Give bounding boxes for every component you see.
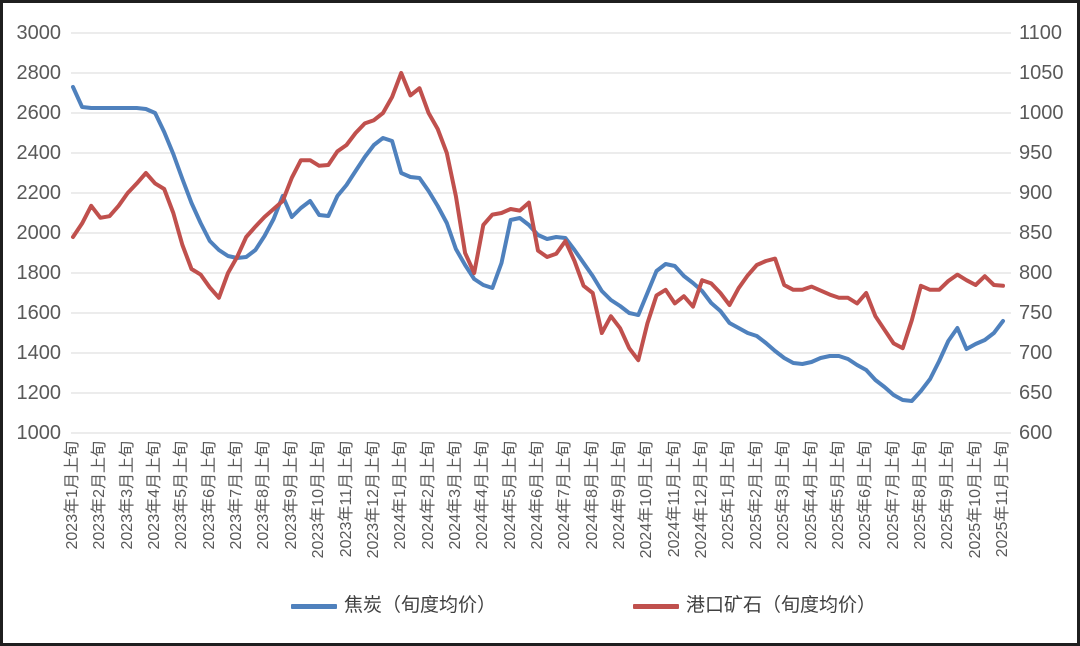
left-axis-tick-label: 1000 xyxy=(16,422,62,444)
x-axis-tick-label: 2024年12月上旬 xyxy=(693,441,711,559)
x-axis-tick-label: 2025年7月上旬 xyxy=(884,441,902,550)
x-axis-tick-label: 2024年4月上旬 xyxy=(474,441,492,550)
x-axis-tick-label: 2025年1月上旬 xyxy=(720,441,738,550)
x-axis-tick-label: 2023年5月上旬 xyxy=(173,441,191,550)
right-axis-tick-label: 850 xyxy=(1019,222,1053,244)
legend-label-port-ore: 港口矿石（旬度均价） xyxy=(686,595,877,616)
right-axis-tick-label: 650 xyxy=(1019,382,1053,404)
x-axis-tick-label: 2024年7月上旬 xyxy=(556,441,574,550)
right-axis-tick-label: 950 xyxy=(1019,142,1053,164)
x-axis-tick-label: 2024年2月上旬 xyxy=(419,441,437,550)
x-axis-tick-label: 2023年10月上旬 xyxy=(310,441,328,559)
x-axis-tick-label: 2024年10月上旬 xyxy=(638,441,656,559)
x-axis-tick-label: 2025年2月上旬 xyxy=(747,441,765,550)
port-ore-line-swatch xyxy=(633,603,679,609)
x-axis-tick-label: 2023年4月上旬 xyxy=(146,441,164,550)
x-axis-tick-label: 2025年6月上旬 xyxy=(857,441,875,550)
x-axis-tick-label: 2025年10月上旬 xyxy=(966,441,984,559)
left-axis-tick-label: 1800 xyxy=(16,262,62,284)
left-axis-tick-label: 2600 xyxy=(16,102,62,124)
x-axis-tick-label: 2023年7月上旬 xyxy=(228,441,246,550)
x-axis-tick-label: 2023年2月上旬 xyxy=(91,441,109,550)
series-line-0 xyxy=(71,85,1005,403)
right-axis-tick-label: 1000 xyxy=(1019,102,1064,124)
x-axis-tick-label: 2024年3月上旬 xyxy=(446,441,464,550)
legend-item-coke: 焦炭（旬度均价） xyxy=(291,594,496,618)
legend: 焦炭（旬度均价） 港口矿石（旬度均价） xyxy=(3,594,1077,620)
right-axis-tick-label: 1050 xyxy=(1019,62,1064,84)
left-axis-tick-label: 2000 xyxy=(16,222,62,244)
chart-canvas xyxy=(71,32,1011,434)
right-axis-tick-label: 750 xyxy=(1019,302,1053,324)
x-axis-tick-label: 2025年11月上旬 xyxy=(994,441,1011,558)
right-axis-tick-label: 700 xyxy=(1019,342,1053,364)
legend-item-port-ore: 港口矿石（旬度均价） xyxy=(633,594,876,618)
x-axis-tick-label: 2025年5月上旬 xyxy=(829,441,847,550)
right-axis-tick-label: 600 xyxy=(1019,422,1053,444)
right-axis-tick-label: 900 xyxy=(1019,182,1053,204)
x-axis-tick-label: 2025年4月上旬 xyxy=(802,441,820,550)
left-axis-tick-label: 1200 xyxy=(16,382,62,404)
x-axis-tick-label: 2024年11月上旬 xyxy=(665,441,683,558)
left-axis-tick-label: 1600 xyxy=(16,302,62,324)
x-axis-tick-label: 2024年9月上旬 xyxy=(611,441,629,550)
x-axis-tick-label: 2025年8月上旬 xyxy=(911,441,929,550)
series-line-1 xyxy=(71,71,1005,363)
left-axis-tick-label: 3000 xyxy=(16,22,62,44)
x-axis-tick-label: 2023年11月上旬 xyxy=(337,441,355,558)
left-axis-tick-label: 2400 xyxy=(16,142,62,164)
x-axis-tick-label: 2023年8月上旬 xyxy=(255,441,273,550)
x-axis-tick-label: 2025年9月上旬 xyxy=(939,441,957,550)
x-axis-tick-label: 2025年3月上旬 xyxy=(775,441,793,550)
x-axis-tick-label: 2023年9月上旬 xyxy=(282,441,300,550)
x-axis-tick-label: 2024年5月上旬 xyxy=(501,441,519,550)
x-axis-tick-label: 2023年3月上旬 xyxy=(118,441,136,550)
x-axis-tick-label: 2023年6月上旬 xyxy=(200,441,218,550)
coke-line-swatch xyxy=(291,603,337,609)
x-axis-tick-label: 2023年1月上旬 xyxy=(64,441,81,550)
x-axis-tick-label: 2024年6月上旬 xyxy=(529,441,546,550)
left-axis-tick-label: 2200 xyxy=(16,182,62,204)
left-axis-tick-label: 2800 xyxy=(16,62,62,84)
right-axis-tick-label: 1100 xyxy=(1019,22,1063,44)
legend-label-coke: 焦炭（旬度均价） xyxy=(344,595,497,616)
x-axis-tick-label: 2024年1月上旬 xyxy=(392,441,410,550)
left-axis-tick-label: 1400 xyxy=(16,342,62,364)
x-axis-tick-label: 2024年8月上旬 xyxy=(583,441,601,550)
right-axis-tick-label: 800 xyxy=(1019,262,1053,284)
x-axis-tick-label: 2023年12月上旬 xyxy=(364,441,382,559)
